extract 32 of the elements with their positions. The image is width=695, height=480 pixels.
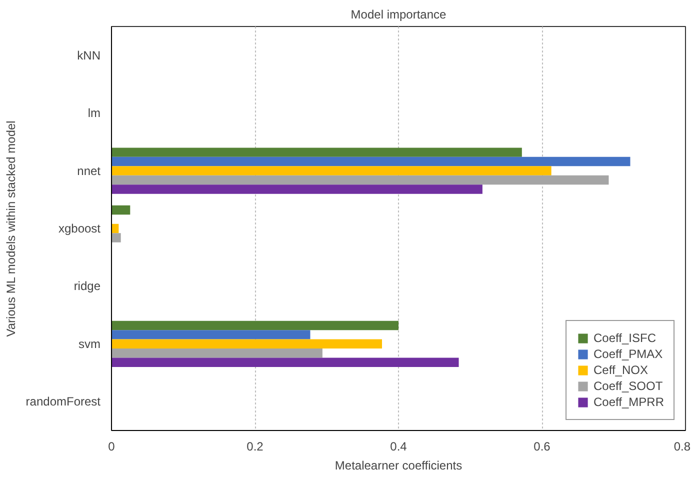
bar	[112, 358, 459, 368]
bar	[112, 175, 609, 185]
y-tick-label: nnet	[77, 164, 102, 178]
x-tick-label: 0.6	[534, 440, 551, 454]
bar	[112, 339, 382, 349]
bar	[112, 156, 630, 166]
bar	[112, 320, 398, 330]
y-tick-label: svm	[78, 336, 101, 351]
bar	[112, 233, 121, 242]
bar	[112, 184, 482, 194]
x-tick-label: 0.4	[390, 440, 408, 454]
legend-label: Coeff_SOOT	[594, 379, 663, 393]
x-tick-label: 0	[108, 440, 116, 454]
chart-title: Model importance	[350, 8, 447, 22]
legend-label: Coeff_ISFC	[594, 331, 656, 345]
legend-label: Coeff_MPRR	[594, 395, 664, 409]
bar	[112, 348, 322, 358]
x-tick-label: 0.2	[246, 440, 264, 454]
y-axis-title: Various ML models within stacked model	[4, 120, 18, 337]
legend-label: Coeff_PMAX	[594, 347, 663, 361]
y-tick-label: lm	[88, 106, 101, 120]
y-tick-label: randomForest	[26, 394, 102, 409]
y-tick-label: xgboost	[58, 222, 102, 236]
x-tick-label: 0.8	[674, 440, 691, 454]
bar	[112, 166, 552, 176]
y-tick-label: kNN	[77, 48, 101, 62]
x-axis-title: Metalearner coefficients	[334, 458, 462, 472]
y-tick-label: ridge	[74, 279, 101, 294]
bar	[112, 205, 130, 215]
bar	[112, 330, 310, 340]
bar	[112, 148, 522, 157]
legend-label: Ceff_NOX	[594, 363, 648, 377]
